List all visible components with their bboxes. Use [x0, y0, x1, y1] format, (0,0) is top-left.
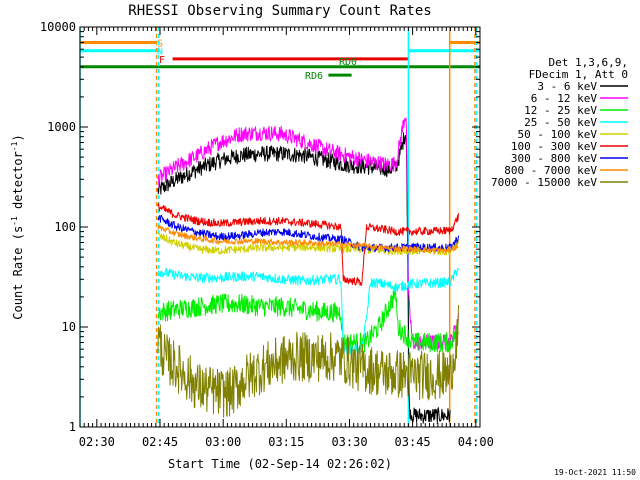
- legend-label-3-6-kev: 3 - 6 keV: [537, 80, 597, 93]
- y-axis-label-tail: detector: [11, 151, 25, 216]
- series-line-300-800-kev: [157, 214, 459, 253]
- legend-label-7000-15000-kev: 7000 - 15000 keV: [491, 176, 597, 189]
- x-tick-label-03-00: 03:00: [205, 435, 241, 449]
- x-axis-ticks: 02:30 02:45 03:00 03:15 03:30 03:45 04:00: [79, 27, 494, 449]
- series-lines: [157, 117, 459, 424]
- y-tick-label-10: 10: [62, 320, 76, 334]
- flag-label-f: F: [159, 55, 165, 66]
- x-tick-label-03-45: 03:45: [395, 435, 431, 449]
- x-tick-label-04-00: 04:00: [458, 435, 494, 449]
- x-tick-label-03-30: 03:30: [331, 435, 367, 449]
- series-line-12-25-kev: [157, 284, 459, 353]
- x-tick-label-03-15: 03:15: [268, 435, 304, 449]
- y-tick-label-10000: 10000: [40, 20, 76, 34]
- x-axis-label: Start Time (02-Sep-14 02:26:02): [168, 457, 392, 471]
- legend-label-12-25-kev: 12 - 25 keV: [524, 104, 597, 117]
- series-line-7000-15000-kev: [157, 304, 459, 418]
- y-axis-label-tail-sup: -1: [10, 141, 19, 151]
- y-axis-label-close: ): [11, 134, 25, 141]
- chart-title: RHESSI Observing Summary Count Rates: [128, 3, 431, 19]
- x-tick-label-02-30: 02:30: [79, 435, 115, 449]
- legend-label-800-7000-kev: 800 - 7000 keV: [504, 164, 597, 177]
- y-axis-ticks: 1 10 100 1000 10000: [40, 20, 480, 434]
- legend-header-0: Det 1,3,6,9,: [549, 56, 628, 69]
- flag-label-s: S: [157, 39, 163, 50]
- y-axis-label-main: Count Rate (s: [11, 226, 25, 320]
- legend-label-50-100-kev: 50 - 100 keV: [518, 128, 598, 141]
- legend-label-25-50-kev: 25 - 50 keV: [524, 116, 597, 129]
- legend-header-1: FDecim 1, Att 0: [529, 68, 628, 81]
- instrument-flag-bars: SNF RD0 RD6: [80, 39, 480, 82]
- y-tick-label-100: 100: [54, 220, 76, 234]
- y-tick-label-1000: 1000: [47, 120, 76, 134]
- flag-label-rd6: RD6: [305, 71, 323, 82]
- series-line-100-300-kev: [157, 202, 459, 286]
- legend-label-6-12-kev: 6 - 12 keV: [531, 92, 598, 105]
- flag-label-n: N: [157, 47, 163, 58]
- series-line-25-50-kev: [157, 268, 459, 355]
- footer-date: 19-Oct-2021 11:50: [554, 468, 636, 477]
- legend-label-100-300-kev: 100 - 300 keV: [511, 140, 597, 153]
- series-line-800-7000-kev: [157, 224, 459, 254]
- x-tick-label-02-45: 02:45: [142, 435, 178, 449]
- flag-label-rd0: RD0: [339, 57, 357, 68]
- y-tick-label-1: 1: [69, 420, 76, 434]
- legend-label-300-800-kev: 300 - 800 keV: [511, 152, 597, 165]
- y-axis-label-sup: -1: [10, 216, 19, 226]
- series-line-3-6-kev: [157, 132, 451, 424]
- y-axis-label: Count Rate (s-1 detector-1): [10, 134, 25, 319]
